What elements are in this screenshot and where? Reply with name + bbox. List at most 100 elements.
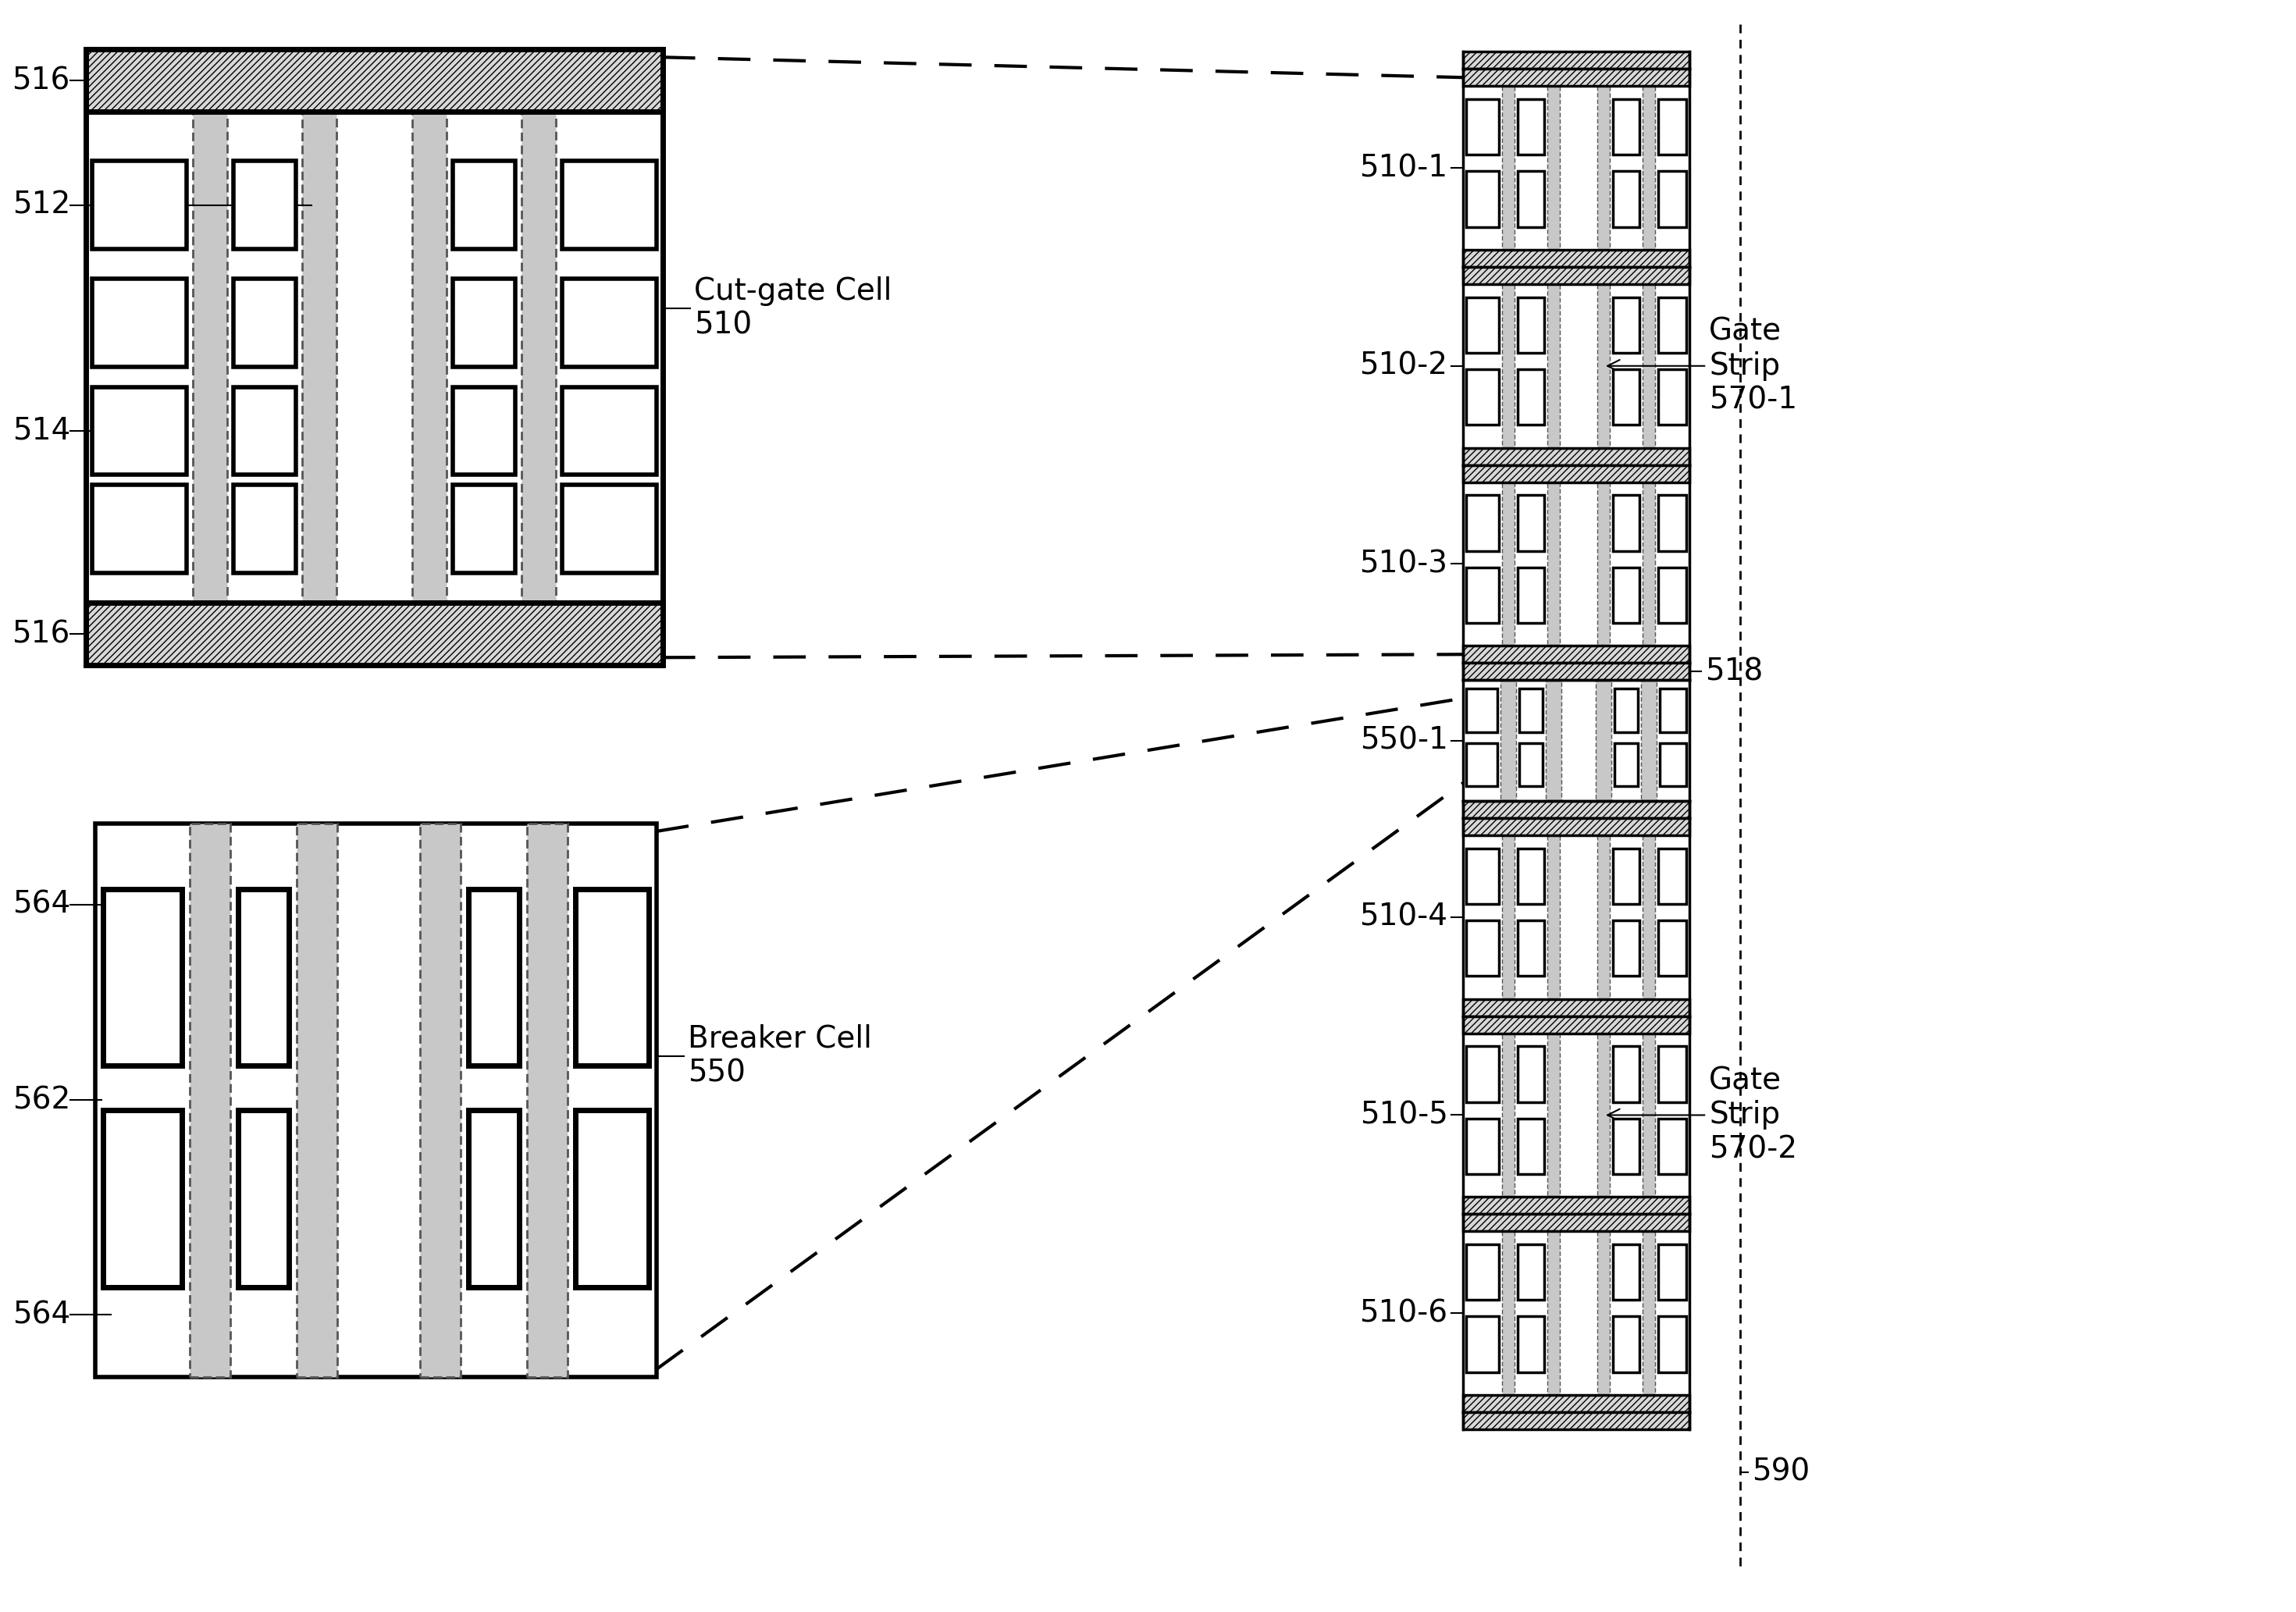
Bar <box>1612 1317 1639 1372</box>
Bar <box>1658 1046 1685 1103</box>
Bar <box>1502 464 1515 663</box>
Bar <box>1502 680 1515 801</box>
Bar <box>563 387 657 476</box>
Bar <box>234 485 296 574</box>
Bar <box>1463 999 1690 1016</box>
Bar <box>239 1111 289 1286</box>
Bar <box>1642 817 1655 1016</box>
Bar <box>1467 1317 1499 1372</box>
Bar <box>234 387 296 476</box>
Bar <box>1463 448 1690 464</box>
Bar <box>1660 743 1685 787</box>
Text: Gate
Strip
570-2: Gate Strip 570-2 <box>1607 1066 1798 1164</box>
Bar <box>468 1111 519 1286</box>
Bar <box>1658 369 1685 426</box>
Bar <box>1463 1198 1690 1214</box>
Bar <box>452 279 514 368</box>
Bar <box>1642 69 1655 268</box>
Bar <box>92 485 186 574</box>
Bar <box>1467 369 1499 426</box>
Bar <box>1658 920 1685 975</box>
Bar <box>1502 69 1515 268</box>
Bar <box>1463 801 1690 817</box>
Text: 564: 564 <box>11 1299 71 1330</box>
Bar <box>1467 920 1499 975</box>
Bar <box>574 1111 650 1286</box>
Bar <box>420 824 461 1377</box>
Bar <box>1612 1046 1639 1103</box>
Bar <box>1548 464 1559 663</box>
Bar <box>468 890 519 1066</box>
Bar <box>1548 268 1559 464</box>
Text: 516: 516 <box>11 619 71 650</box>
Bar <box>1502 817 1515 1016</box>
Text: 510-1: 510-1 <box>1359 153 1449 182</box>
Text: 510-2: 510-2 <box>1359 351 1449 380</box>
Bar <box>1612 297 1639 353</box>
Bar <box>85 603 664 666</box>
Bar <box>1612 100 1639 155</box>
Bar <box>1518 369 1545 426</box>
Bar <box>452 485 514 574</box>
Bar <box>1463 52 1690 69</box>
Bar <box>1518 920 1545 975</box>
Bar <box>1642 680 1655 801</box>
Bar <box>1612 171 1639 227</box>
Bar <box>1548 817 1559 1016</box>
Text: 512: 512 <box>11 190 71 219</box>
Bar <box>92 279 186 368</box>
Bar <box>521 50 556 666</box>
Bar <box>1642 464 1655 663</box>
Bar <box>103 1111 181 1286</box>
Bar <box>1463 250 1690 268</box>
Bar <box>1463 69 1690 85</box>
Bar <box>1520 688 1543 732</box>
Bar <box>1598 1016 1609 1214</box>
Bar <box>296 824 338 1377</box>
Bar <box>1658 567 1685 622</box>
Text: 516: 516 <box>11 66 71 95</box>
Bar <box>1467 297 1499 353</box>
Bar <box>574 890 650 1066</box>
Bar <box>1612 920 1639 975</box>
Bar <box>85 50 664 111</box>
Bar <box>1596 680 1612 801</box>
Bar <box>1518 171 1545 227</box>
Bar <box>1612 1119 1639 1174</box>
Bar <box>1463 1412 1690 1430</box>
Bar <box>1467 567 1499 622</box>
Bar <box>1614 743 1637 787</box>
Bar <box>1463 663 1690 680</box>
Bar <box>1518 1317 1545 1372</box>
Bar <box>1518 100 1545 155</box>
Bar <box>1660 688 1685 732</box>
Bar <box>1548 69 1559 268</box>
Bar <box>1463 464 1690 482</box>
Bar <box>1518 495 1545 551</box>
Bar <box>1502 268 1515 464</box>
Bar <box>1598 69 1609 268</box>
Bar <box>1518 297 1545 353</box>
Bar <box>452 387 514 476</box>
Bar <box>94 824 657 1377</box>
Bar <box>1518 848 1545 904</box>
Bar <box>1463 1394 1690 1412</box>
Bar <box>1548 1214 1559 1412</box>
Bar <box>1612 1244 1639 1299</box>
Bar <box>1545 680 1561 801</box>
Bar <box>1598 1214 1609 1412</box>
Bar <box>1463 268 1690 284</box>
Bar <box>1518 567 1545 622</box>
Bar <box>1467 495 1499 551</box>
Bar <box>234 161 296 248</box>
Bar <box>1658 495 1685 551</box>
Bar <box>563 485 657 574</box>
Bar <box>1658 848 1685 904</box>
Bar <box>1658 1244 1685 1299</box>
Bar <box>1612 848 1639 904</box>
Bar <box>239 890 289 1066</box>
Bar <box>1518 1119 1545 1174</box>
Bar <box>1467 100 1499 155</box>
Bar <box>1658 171 1685 227</box>
Bar <box>92 161 186 248</box>
